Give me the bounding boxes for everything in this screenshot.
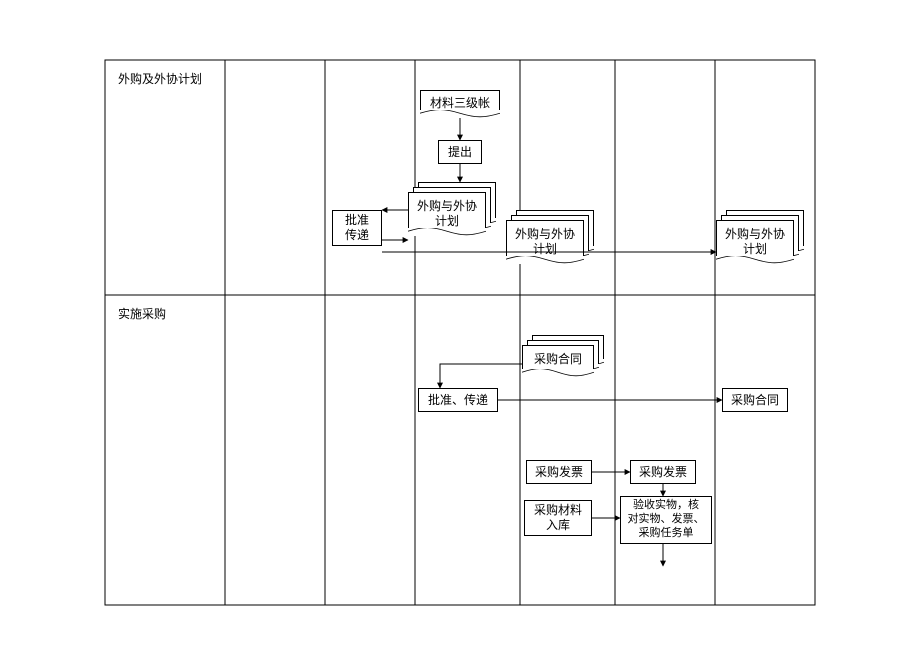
plan-stack-1-label: 外购与外协 计划 [409, 199, 485, 229]
material-ledger-label: 材料三级帐 [421, 96, 499, 111]
node-contract-copy: 采购合同 [722, 388, 788, 412]
node-invoice-1: 采购发票 [526, 460, 592, 484]
contract-copy-label: 采购合同 [731, 393, 779, 408]
diagram-stage: 外购及外协计划 实施采购 材料三级帐 提出 外购与外协 计划 批准 传递 [0, 0, 920, 651]
node-invoice-2: 采购发票 [630, 460, 696, 484]
invoice-1-label: 采购发票 [535, 465, 583, 480]
plan-stack-3-label: 外购与外协 计划 [717, 227, 793, 257]
node-verify: 验收实物，核 对实物、发票、 采购任务单 [620, 496, 712, 544]
row-label-2: 实施采购 [118, 305, 166, 322]
plan-stack-2-label: 外购与外协 计划 [507, 227, 583, 257]
node-approve-forward: 批准 传递 [332, 210, 382, 246]
verify-label: 验收实物，核 对实物、发票、 采购任务单 [628, 499, 705, 540]
node-material-ledger: 材料三级帐 [420, 90, 500, 118]
node-plan-stack-2: 外购与外协 计划 [506, 210, 594, 264]
node-plan-stack-1: 外购与外协 计划 [408, 182, 496, 236]
approve-forward-2-label: 批准、传递 [428, 393, 488, 408]
invoice-2-label: 采购发票 [639, 465, 687, 480]
propose-label: 提出 [448, 145, 472, 160]
node-materials-in: 采购材料 入库 [524, 500, 592, 536]
contract-stack-label: 采购合同 [523, 352, 593, 367]
node-contract-stack: 采购合同 [522, 335, 604, 377]
row-label-1: 外购及外协计划 [118, 70, 202, 87]
materials-in-label: 采购材料 入库 [534, 503, 582, 533]
node-plan-stack-3: 外购与外协 计划 [716, 210, 804, 264]
node-propose: 提出 [438, 140, 482, 164]
approve-forward-label: 批准 传递 [345, 213, 369, 243]
node-approve-forward-2: 批准、传递 [418, 388, 498, 412]
